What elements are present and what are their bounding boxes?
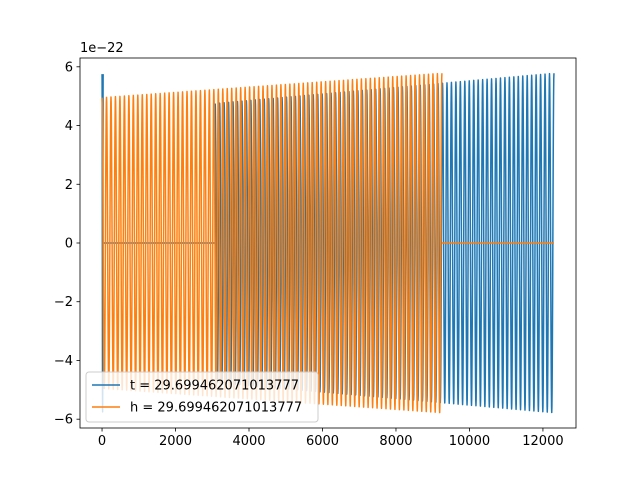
legend-box [85,371,319,423]
plot-area [101,72,555,414]
y-axis: −6 −4 −2 0 2 4 6 [54,60,80,428]
x-tick-label: 2000 [159,434,192,449]
legend: t = 29.699462071013777 h = 29.69946207101… [85,371,319,423]
legend-label-1: t = 29.699462071013777 [130,379,299,394]
y-tick-label: −4 [54,354,73,369]
series-2 [101,72,554,414]
x-tick-label: 12000 [522,434,563,449]
legend-label-2: h = 29.699462071013777 [130,401,302,416]
x-tick-label: 0 [98,434,106,449]
y-tick-label: 6 [65,60,73,75]
x-tick-label: 10000 [449,434,490,449]
y-tick-label: −6 [54,413,73,428]
x-axis: 0 2000 4000 6000 8000 10000 12000 [98,428,564,449]
x-tick-label: 4000 [232,434,265,449]
x-tick-label: 8000 [379,434,412,449]
y-tick-label: 2 [65,178,73,193]
series-2-segment-1 [101,72,443,414]
x-tick-label: 6000 [306,434,339,449]
y-offset-label: 1e−22 [80,41,124,56]
y-tick-label: 4 [65,119,73,134]
y-tick-label: 0 [65,237,73,252]
y-tick-label: −2 [54,295,73,310]
